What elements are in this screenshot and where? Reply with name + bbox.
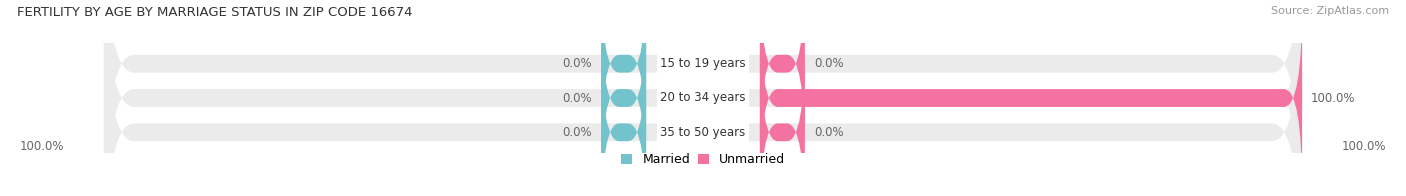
Text: 0.0%: 0.0%: [562, 126, 592, 139]
Text: 100.0%: 100.0%: [20, 140, 65, 153]
Text: 20 to 34 years: 20 to 34 years: [661, 92, 745, 104]
Text: Source: ZipAtlas.com: Source: ZipAtlas.com: [1271, 6, 1389, 16]
FancyBboxPatch shape: [759, 4, 1302, 192]
FancyBboxPatch shape: [759, 0, 804, 158]
Text: 0.0%: 0.0%: [814, 126, 844, 139]
Text: 100.0%: 100.0%: [1341, 140, 1386, 153]
Text: FERTILITY BY AGE BY MARRIAGE STATUS IN ZIP CODE 16674: FERTILITY BY AGE BY MARRIAGE STATUS IN Z…: [17, 6, 412, 19]
FancyBboxPatch shape: [104, 0, 1302, 196]
Text: 15 to 19 years: 15 to 19 years: [661, 57, 745, 70]
Legend: Married, Unmarried: Married, Unmarried: [621, 153, 785, 166]
Text: 35 to 50 years: 35 to 50 years: [661, 126, 745, 139]
FancyBboxPatch shape: [759, 38, 804, 196]
FancyBboxPatch shape: [104, 0, 1302, 196]
Text: 100.0%: 100.0%: [1310, 92, 1355, 104]
Text: 0.0%: 0.0%: [814, 57, 844, 70]
FancyBboxPatch shape: [104, 0, 1302, 196]
FancyBboxPatch shape: [602, 38, 647, 196]
Text: 0.0%: 0.0%: [562, 57, 592, 70]
Text: 0.0%: 0.0%: [562, 92, 592, 104]
FancyBboxPatch shape: [602, 0, 647, 158]
FancyBboxPatch shape: [602, 4, 647, 192]
